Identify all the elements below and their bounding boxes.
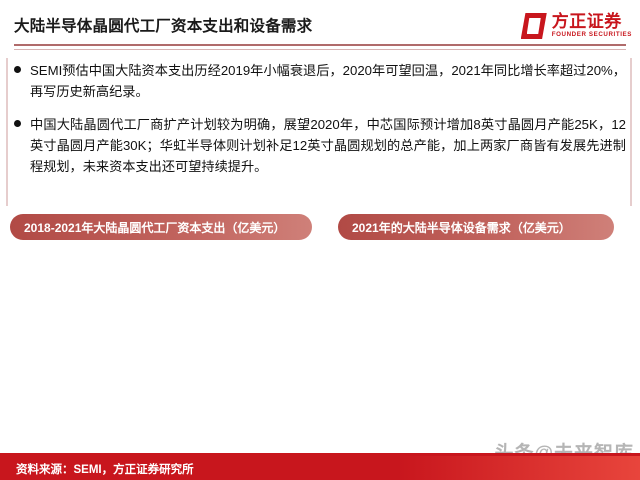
logo-name-en: FOUNDER SECURITIES [551, 31, 632, 39]
content-rule-right [630, 58, 632, 206]
capex-chart [8, 248, 326, 453]
bullet-item: SEMI预估中国大陆资本支出历经2019年小幅衰退后，2020年可望回温，202… [14, 60, 626, 102]
right-chart-title-banner: 2021年的大陆半导体设备需求（亿美元） [338, 214, 614, 240]
bullet-text: 中国大陆晶圆代工厂商扩产计划较为明确，展望2020年，中芯国际预计增加8英寸晶圆… [30, 117, 626, 174]
founder-securities-logo: 方正证券 FOUNDER SECURITIES [520, 9, 632, 43]
bullet-dot-icon [14, 120, 21, 127]
logo-text: 方正证券 FOUNDER SECURITIES [552, 13, 632, 38]
slide-footer: 资料来源：SEMI，方正证券研究所 [0, 456, 640, 480]
footer-accent-strip [0, 453, 640, 456]
content-rule-left [6, 58, 8, 206]
bullet-item: 中国大陆晶圆代工厂商扩产计划较为明确，展望2020年，中芯国际预计增加8英寸晶圆… [14, 114, 626, 177]
header-divider [14, 44, 626, 46]
page-title: 大陆半导体晶圆代工厂资本支出和设备需求 [14, 18, 313, 35]
slide-header: 大陆半导体晶圆代工厂资本支出和设备需求 方正证券 FOUNDER SECURIT… [0, 0, 640, 56]
bullet-text: SEMI预估中国大陆资本支出历经2019年小幅衰退后，2020年可望回温，202… [30, 63, 626, 99]
header-divider-secondary [14, 49, 626, 50]
logo-name-cn: 方正证券 [551, 12, 622, 32]
source-text: 资料来源：SEMI，方正证券研究所 [16, 464, 194, 476]
bullet-dot-icon [14, 66, 21, 73]
bullet-list: SEMI预估中国大陆资本支出历经2019年小幅衰退后，2020年可望回温，202… [14, 60, 626, 189]
left-chart-title-banner: 2018-2021年大陆晶圆代工厂资本支出（亿美元） [10, 214, 312, 240]
logo-mark-icon [520, 13, 547, 39]
equipment-demand-chart [336, 248, 636, 453]
